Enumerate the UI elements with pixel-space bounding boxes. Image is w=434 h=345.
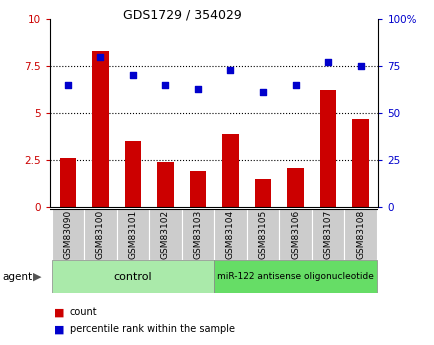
- Bar: [344, 209, 376, 260]
- Text: ■: ■: [54, 307, 65, 317]
- Text: GSM83101: GSM83101: [128, 210, 137, 259]
- Point: [324, 59, 331, 65]
- Bar: [52, 209, 84, 260]
- Bar: [254, 179, 270, 207]
- Text: ▶: ▶: [33, 272, 41, 282]
- Point: [259, 90, 266, 95]
- Bar: [189, 171, 206, 207]
- Point: [97, 54, 104, 59]
- Bar: [352, 119, 368, 207]
- Bar: [92, 51, 108, 207]
- Bar: [116, 209, 149, 260]
- Bar: [319, 90, 335, 207]
- Text: GSM83100: GSM83100: [96, 210, 105, 259]
- Text: agent: agent: [2, 272, 32, 282]
- Point: [356, 63, 363, 69]
- Text: GSM83090: GSM83090: [63, 210, 72, 259]
- Bar: [279, 209, 311, 260]
- Bar: [149, 209, 181, 260]
- Text: GDS1729 / 354029: GDS1729 / 354029: [123, 9, 241, 22]
- Bar: [214, 209, 246, 260]
- Text: count: count: [69, 307, 97, 317]
- Text: GSM83106: GSM83106: [290, 210, 299, 259]
- Text: GSM83107: GSM83107: [323, 210, 332, 259]
- Bar: [84, 209, 116, 260]
- Bar: [214, 260, 376, 293]
- Text: GSM83105: GSM83105: [258, 210, 267, 259]
- Text: control: control: [113, 272, 152, 282]
- Bar: [287, 168, 303, 207]
- Point: [129, 72, 136, 78]
- Bar: [125, 141, 141, 207]
- Point: [227, 67, 233, 72]
- Text: GSM83102: GSM83102: [161, 210, 170, 259]
- Point: [64, 82, 71, 88]
- Text: GSM83108: GSM83108: [355, 210, 364, 259]
- Bar: [157, 162, 173, 207]
- Text: ■: ■: [54, 325, 65, 334]
- Point: [194, 86, 201, 91]
- Text: percentile rank within the sample: percentile rank within the sample: [69, 325, 234, 334]
- Bar: [59, 158, 76, 207]
- Bar: [222, 134, 238, 207]
- Bar: [52, 260, 214, 293]
- Bar: [246, 209, 279, 260]
- Text: GSM83103: GSM83103: [193, 210, 202, 259]
- Bar: [181, 209, 214, 260]
- Text: GSM83104: GSM83104: [226, 210, 234, 259]
- Text: miR-122 antisense oligonucleotide: miR-122 antisense oligonucleotide: [217, 272, 373, 282]
- Point: [291, 82, 298, 88]
- Bar: [311, 209, 344, 260]
- Point: [161, 82, 168, 88]
